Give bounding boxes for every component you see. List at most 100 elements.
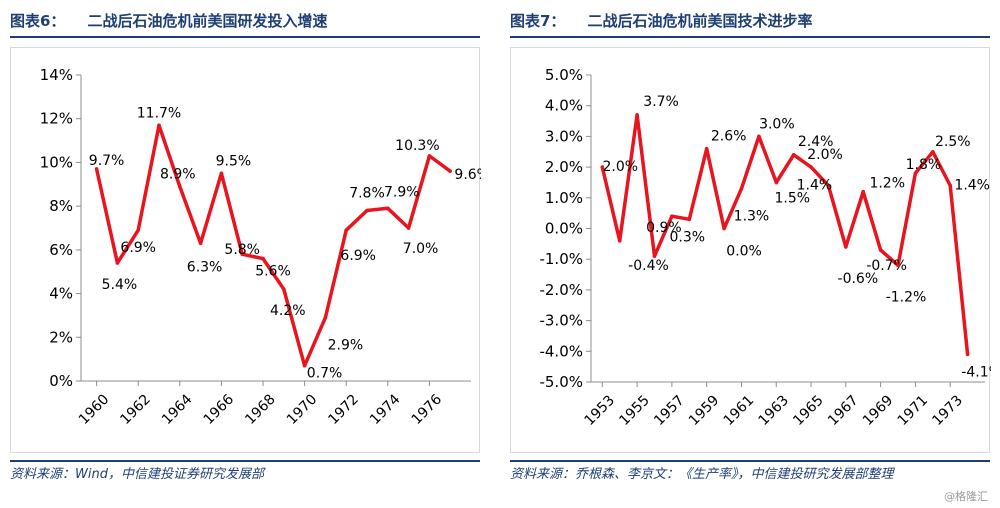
x-tick-label: 1955 xyxy=(616,392,653,429)
y-tick-label: 0% xyxy=(49,372,73,390)
panel-figure-6: 图表6： 二战后石油危机前美国研发投入增速 0% 2% 4% 6% 8% 10% 12% 14%… xyxy=(0,0,490,508)
data-point xyxy=(427,154,432,158)
x-tick-label: 1972 xyxy=(325,391,362,428)
data-point xyxy=(826,183,831,188)
series-line xyxy=(94,123,452,368)
data-label: 3.0% xyxy=(759,116,795,132)
y-tick-label: 3.0% xyxy=(545,127,583,145)
data-point xyxy=(617,238,622,243)
data-point xyxy=(965,352,970,357)
panel-figure-7: 图表7： 二战后石油危机前美国技术进步率 -5.0% -4.0% -3.0% -2.0%… xyxy=(500,0,1000,508)
data-point xyxy=(774,180,779,185)
y-tick-label: 2% xyxy=(49,328,73,346)
data-label: 5.4% xyxy=(102,277,138,293)
data-label: 5.6% xyxy=(255,264,291,280)
x-tick-label: 1968 xyxy=(242,391,279,428)
data-point xyxy=(948,183,953,188)
x-tick-label: 1969 xyxy=(860,392,897,429)
y-tick-label: 12% xyxy=(40,110,73,128)
x-tick-label: 1957 xyxy=(651,392,688,429)
data-point xyxy=(739,186,744,191)
data-label: 9.7% xyxy=(89,153,125,169)
data-point xyxy=(791,153,796,157)
watermark: @格隆汇 xyxy=(944,490,988,503)
data-point xyxy=(219,171,224,176)
figure-7-header: 图表7： 二战后石油危机前美国技术进步率 xyxy=(510,6,990,38)
x-tick-label: 1965 xyxy=(790,392,827,429)
x-tick-label: 1966 xyxy=(201,391,238,428)
data-label: 9.5% xyxy=(216,153,252,169)
y-tick-label: -1.0% xyxy=(539,250,583,268)
series-line xyxy=(600,113,970,355)
x-tick-label: 1963 xyxy=(756,392,793,429)
y-tick-label: 0.0% xyxy=(545,220,583,238)
data-label: 1.3% xyxy=(734,209,770,225)
data-point xyxy=(136,228,140,232)
data-point xyxy=(240,252,244,257)
x-tick-label: 1970 xyxy=(284,391,321,428)
figure-7-source: 资料来源：乔根森、李京文：《生产率》，中信建投研究发展部整理 xyxy=(510,460,990,490)
y-tick-label: 5.0% xyxy=(545,66,583,84)
y-tick-label: 4.0% xyxy=(545,97,583,115)
data-point xyxy=(365,208,369,213)
data-point xyxy=(261,256,265,261)
data-label: 2.6% xyxy=(711,129,747,145)
data-point xyxy=(282,287,286,291)
data-label: 6.3% xyxy=(187,259,223,275)
data-label: 1.4% xyxy=(797,178,833,194)
data-point xyxy=(878,248,883,252)
data-point xyxy=(722,226,726,231)
data-point xyxy=(344,228,349,232)
data-point xyxy=(600,165,605,169)
data-label: -0.6% xyxy=(838,271,879,287)
y-tick-label: 4% xyxy=(49,285,73,303)
data-label: 2.4% xyxy=(798,134,834,150)
x-tick-label: 1974 xyxy=(367,391,404,428)
data-point xyxy=(198,241,203,246)
figure-7-number: 图表7： xyxy=(510,12,566,30)
data-point xyxy=(115,261,120,265)
y-tick-label: 2.0% xyxy=(545,158,583,176)
figure-6-title: 二战后石油危机前美国研发投入增速 xyxy=(87,12,328,30)
data-label: 5.8% xyxy=(224,242,260,258)
data-label: 2.5% xyxy=(935,134,971,150)
data-label: 6.9% xyxy=(120,240,156,256)
data-point xyxy=(861,189,866,194)
data-point xyxy=(323,315,328,320)
y-tick-label: 14% xyxy=(40,66,73,84)
data-label: 1.8% xyxy=(906,157,942,173)
data-label: 10.3% xyxy=(395,138,439,154)
y-tick-label: -5.0% xyxy=(539,373,583,391)
y-tick-label: 8% xyxy=(49,197,73,215)
figure-6-chart: 0%2%4%6%8%10%12%14%1960 1962 1964 1966 1968 1… xyxy=(40,66,481,428)
data-label: -0.7% xyxy=(866,258,907,274)
x-tick-label: 1976 xyxy=(409,391,446,428)
data-label: 8.9% xyxy=(160,166,196,182)
data-point xyxy=(704,146,709,151)
data-point xyxy=(844,245,848,249)
data-label: 2.0% xyxy=(603,159,639,175)
x-tick-label: 1971 xyxy=(895,392,932,429)
data-label: 7.9% xyxy=(384,184,420,200)
data-label: 4.2% xyxy=(270,303,306,319)
data-point xyxy=(178,184,182,189)
x-tick-label: 1953 xyxy=(582,392,619,429)
data-point xyxy=(809,165,813,169)
x-tick-label: 1962 xyxy=(117,391,154,428)
data-label: 9.6% xyxy=(454,167,481,183)
data-point xyxy=(94,167,99,171)
data-point xyxy=(896,263,900,268)
data-point xyxy=(635,113,639,117)
data-point xyxy=(302,363,307,368)
data-label: 0.3% xyxy=(669,229,705,245)
x-tick-label: 1967 xyxy=(825,392,862,429)
data-label: 3.7% xyxy=(643,94,679,110)
figure-6-header: 图表6： 二战后石油危机前美国研发投入增速 xyxy=(10,6,480,38)
data-point xyxy=(757,134,761,139)
data-label: 1.4% xyxy=(954,178,990,194)
y-tick-label: 1.0% xyxy=(545,189,583,207)
figure-6-chart-frame: 0% 2% 4% 6% 8% 10% 12% 14% 1960 1962 1964 1966 1968 1… xyxy=(10,47,481,453)
data-label: 1.5% xyxy=(774,190,810,206)
x-tick-label: 1964 xyxy=(159,391,196,428)
data-point xyxy=(448,169,453,173)
